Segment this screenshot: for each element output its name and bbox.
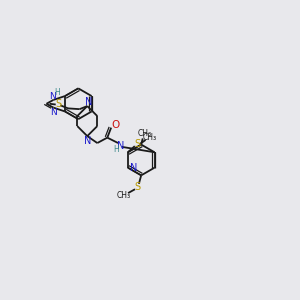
Text: S: S (134, 182, 140, 192)
Text: CH₃: CH₃ (116, 191, 130, 200)
Text: S: S (134, 139, 140, 149)
Text: CH₃: CH₃ (137, 129, 151, 138)
Text: N: N (85, 97, 92, 107)
Text: H: H (54, 88, 60, 98)
Text: N: N (49, 92, 56, 100)
Text: O: O (111, 119, 119, 130)
Text: N: N (84, 136, 91, 146)
Text: N: N (130, 164, 137, 173)
Text: N: N (117, 141, 124, 151)
Text: H: H (113, 146, 118, 154)
Text: S: S (55, 99, 61, 109)
Text: N: N (50, 108, 57, 117)
Text: CH₃: CH₃ (143, 133, 157, 142)
